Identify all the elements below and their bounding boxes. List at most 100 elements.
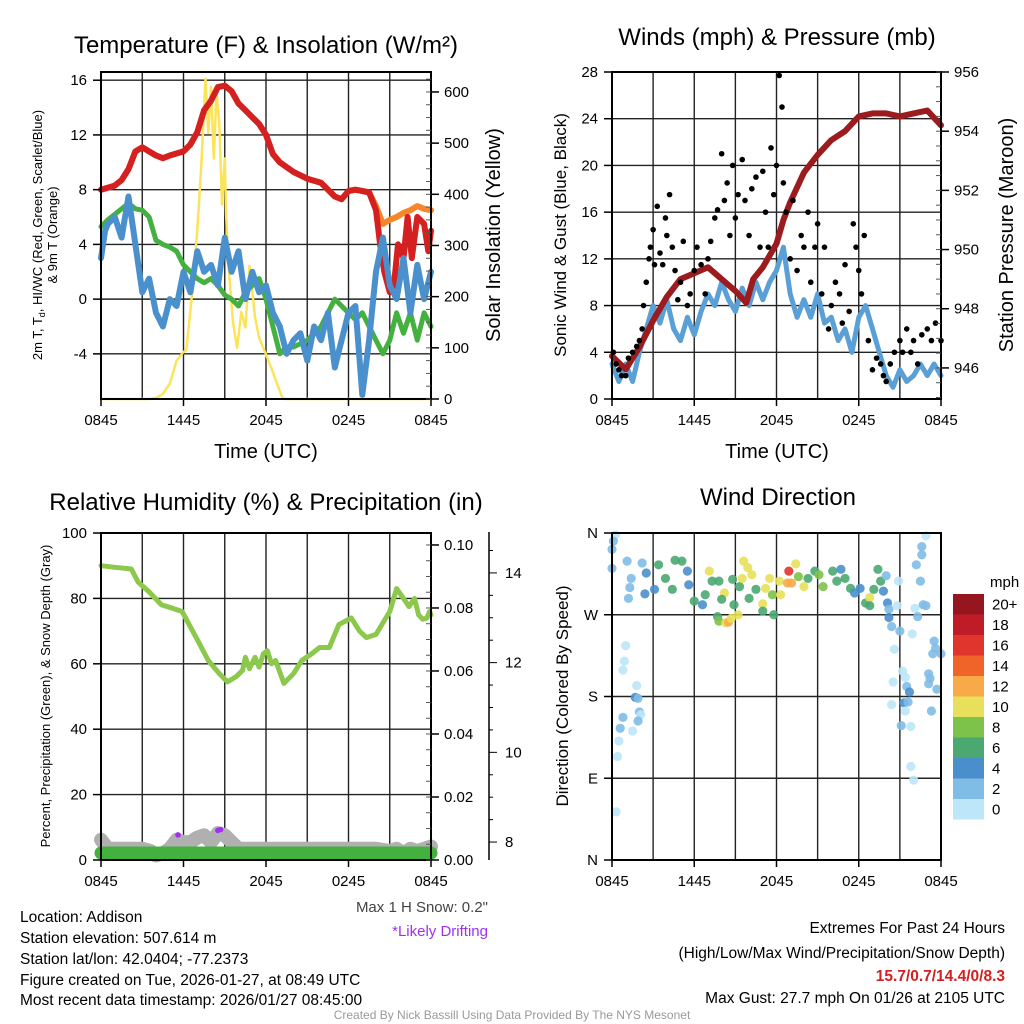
wind-direction-point xyxy=(786,578,797,588)
gust-point xyxy=(928,337,935,344)
gust-point xyxy=(759,168,766,175)
colorbar-label: 8 xyxy=(992,719,1000,736)
wind-direction-point xyxy=(926,706,937,716)
wind-direction-point xyxy=(774,576,784,586)
series-solar-insolation xyxy=(99,77,433,401)
x-tick-label: 0845 xyxy=(595,873,628,890)
gust-point xyxy=(646,256,652,262)
gust-point xyxy=(739,156,746,163)
colorbar-swatch xyxy=(953,696,984,717)
gust-point xyxy=(883,378,889,385)
credit-text: Created By Nick Bassill Using Data Provi… xyxy=(334,1008,691,1022)
wind-direction-point xyxy=(889,644,899,654)
colorbar-swatch xyxy=(953,635,984,656)
ylabel-subscript: d xyxy=(37,312,47,317)
gust-point xyxy=(836,291,843,297)
wind-direction-point xyxy=(814,570,824,580)
gust-point xyxy=(732,215,739,221)
wind-direction-point xyxy=(626,573,636,584)
wind-direction-point xyxy=(612,751,623,762)
gust-point xyxy=(684,302,691,309)
x-tick-label: 2045 xyxy=(249,412,282,429)
gust-point xyxy=(746,232,752,239)
wind-direction-point xyxy=(887,621,897,632)
colorbar-label: 20+ xyxy=(992,596,1018,613)
wind-direction-point xyxy=(697,600,708,610)
humidity-chart-title: Relative Humidity (%) & Precipitation (i… xyxy=(49,489,482,516)
x-tick-label: 1445 xyxy=(167,412,200,429)
gust-point xyxy=(783,209,789,215)
wind-direction-point xyxy=(615,723,625,733)
y-tick-label: 24 xyxy=(581,111,598,128)
gust-point xyxy=(798,232,804,239)
colorbar-label: 2 xyxy=(992,781,1000,798)
y3-tick-label: 8 xyxy=(505,834,513,851)
wind-direction-point xyxy=(895,626,905,636)
extremes-heading: Extremes For Past 24 Hours xyxy=(809,920,1005,937)
gust-point xyxy=(853,244,859,250)
gust-point xyxy=(757,244,763,250)
wind-direction-point xyxy=(728,574,738,584)
y-tick-label: 0 xyxy=(590,391,598,408)
speed-colorbar-legend: 20+ 18 16 14 12 10 8 6 4 2 0 xyxy=(953,594,1018,820)
y2-tick-label: 300 xyxy=(444,237,469,254)
wind-direction-point xyxy=(910,603,920,613)
series-2m-t xyxy=(98,82,434,296)
humidity-chart: 0845 1445 2045 0245 0845 0 20 40 60 80 100 0.00 0.02… xyxy=(62,525,522,890)
colorbar-swatch xyxy=(953,758,984,779)
gust-point xyxy=(846,308,852,315)
wind-direction-point xyxy=(793,572,804,582)
wind-direction-point xyxy=(769,610,779,620)
y2-tick-label: 0.08 xyxy=(444,600,473,617)
x-tick-label: 0845 xyxy=(414,412,447,429)
gust-point xyxy=(672,267,678,274)
y-tick-label: -4 xyxy=(74,346,87,363)
wind-direction-point xyxy=(677,556,687,566)
wind-direction-point xyxy=(832,576,842,586)
wind-direction-point xyxy=(640,589,650,599)
gust-point xyxy=(753,174,759,180)
y3-tick-label: 14 xyxy=(505,565,522,582)
y2-tick-label: 0.04 xyxy=(444,726,473,743)
wind-direction-point xyxy=(627,726,638,736)
wind-direction-chart: 0845 1445 2045 0245 0845 N E S W N xyxy=(584,525,958,890)
wind-direction-point xyxy=(760,583,771,594)
gust-point xyxy=(702,291,709,297)
gust-point xyxy=(669,244,676,250)
wind-direction-point xyxy=(765,573,775,584)
y-tick-label: 60 xyxy=(70,656,87,673)
x-tick-label: 0845 xyxy=(924,412,957,429)
y2-tick-label: 500 xyxy=(444,135,469,152)
wind-direction-point xyxy=(784,566,794,576)
wind-direction-point xyxy=(881,571,891,581)
y2-tick-label: 400 xyxy=(444,186,469,203)
gust-point xyxy=(821,244,828,250)
gust-point xyxy=(910,337,917,344)
y3-tick-label: 10 xyxy=(505,744,522,761)
colorbar-swatch xyxy=(953,594,984,615)
gust-point xyxy=(807,279,814,286)
wind-direction-point xyxy=(704,566,714,576)
gust-point xyxy=(818,291,825,297)
wind-direction-point xyxy=(906,761,916,772)
wind-direction-point xyxy=(700,590,710,600)
x-tick-label: 0245 xyxy=(332,412,365,429)
y2-tick-label: 950 xyxy=(954,242,979,259)
wind-direction-point xyxy=(932,684,942,694)
gust-point xyxy=(742,197,748,204)
wind-direction-point xyxy=(747,570,757,580)
temperature-y-axis-label: 2m T, Td, HI/WC (Red, Green, Scarlet/Blu… xyxy=(30,110,47,360)
wind-direction-point xyxy=(684,580,694,590)
ylabel-part: , HI/WC (Red, Green, Scarlet/Blue) xyxy=(30,110,45,312)
gust-point xyxy=(629,349,636,356)
gust-point xyxy=(705,256,711,262)
colorbar-swatch xyxy=(953,717,984,738)
wind-direction-point xyxy=(625,582,635,593)
wind-direction-point xyxy=(623,593,634,604)
gust-point xyxy=(801,244,807,250)
y-tick-label: 16 xyxy=(70,72,87,89)
wind-direction-point xyxy=(734,581,745,592)
colorbar-label: 10 xyxy=(992,699,1009,716)
y2-tick-label: 952 xyxy=(954,182,979,199)
wind-direction-point xyxy=(884,612,894,623)
